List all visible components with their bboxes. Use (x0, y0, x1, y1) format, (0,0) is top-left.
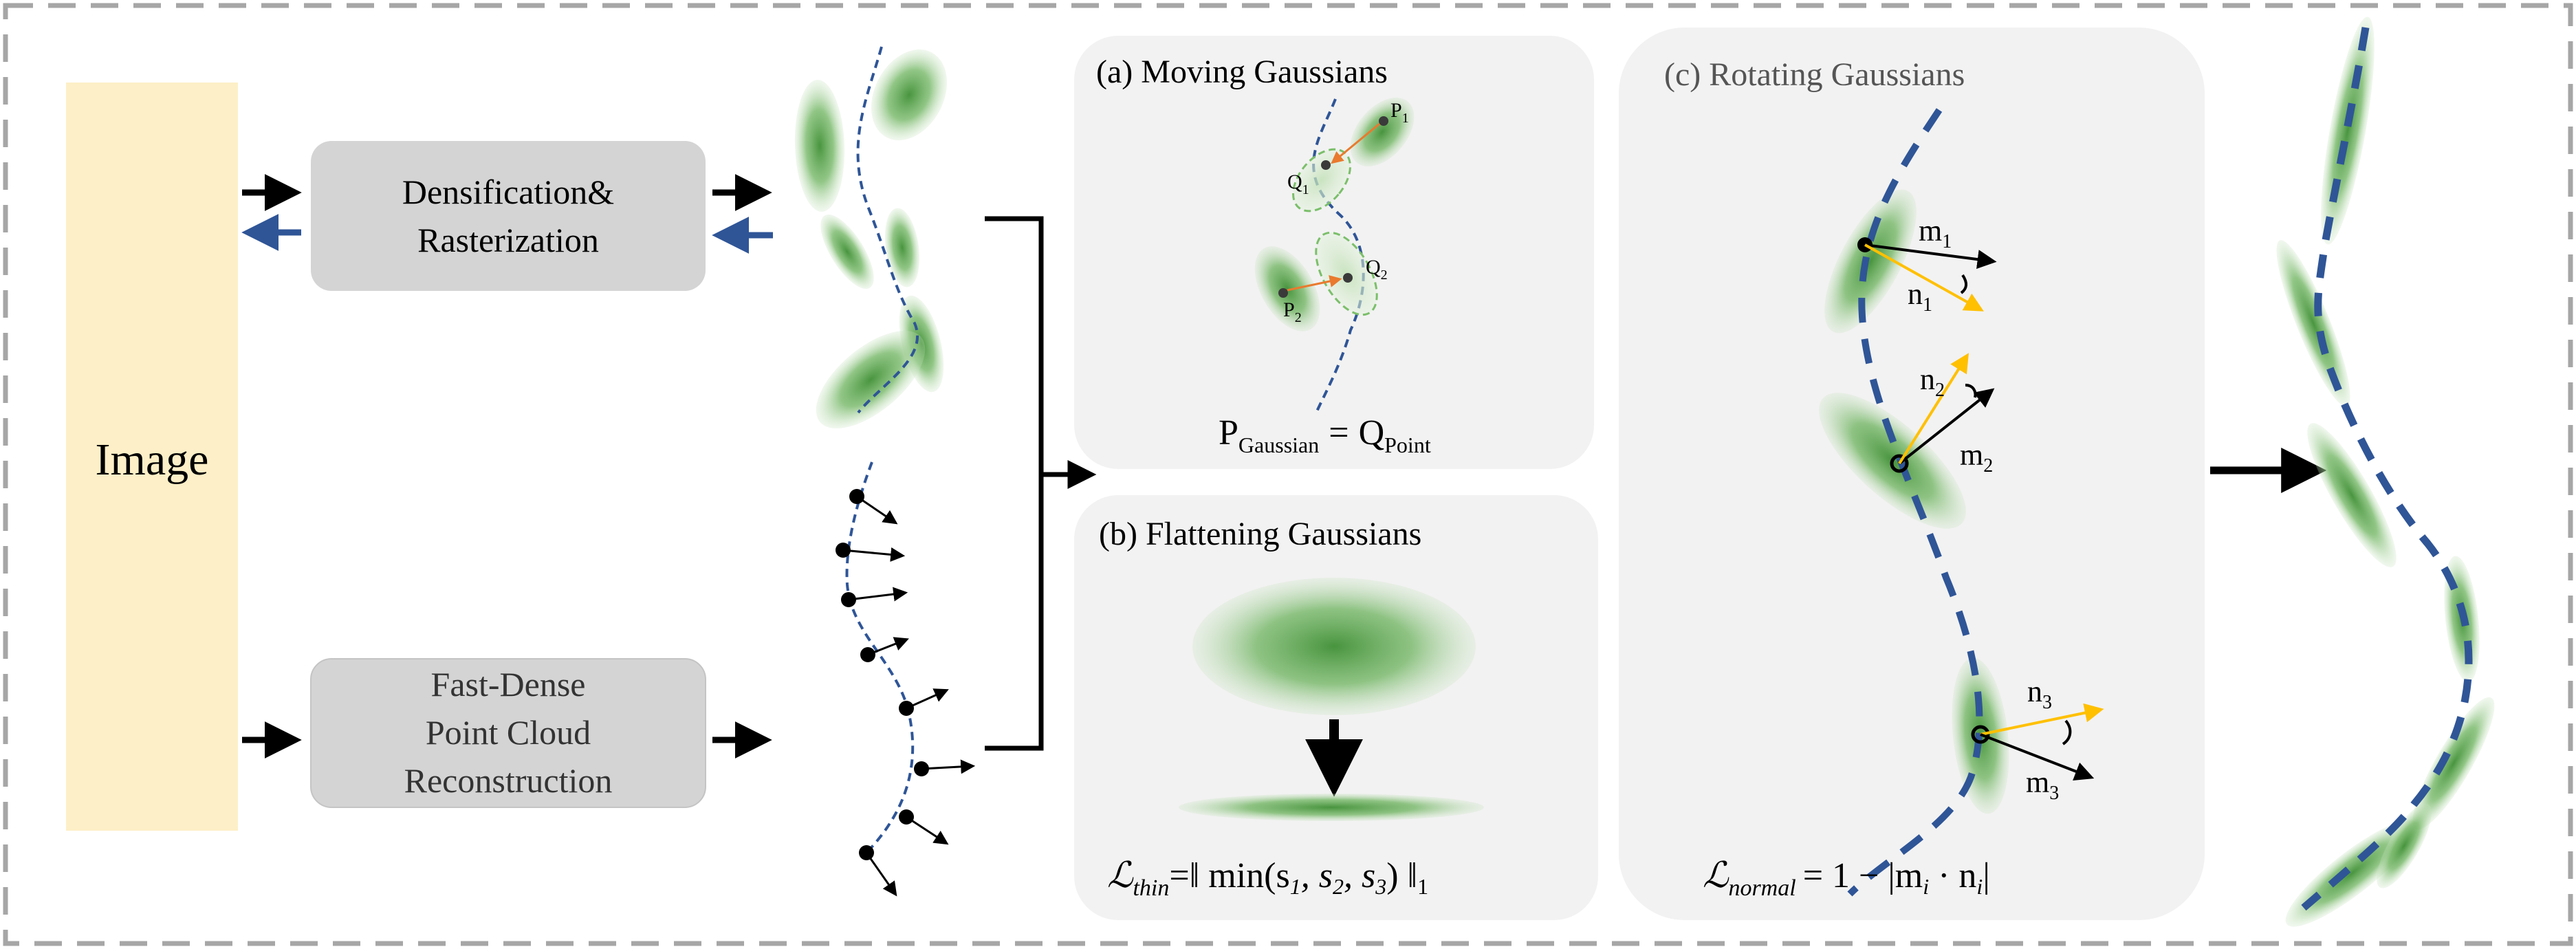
panel-a-title: (a) Moving Gaussians (1096, 54, 1388, 90)
densify-box (311, 141, 706, 291)
label-m1: m1 (1919, 214, 1952, 252)
panel-c-illustration (1819, 108, 2104, 897)
label-n2: n2 (1920, 362, 1945, 401)
densify-label-line1: Densification& (402, 173, 614, 211)
label-n3: n3 (2027, 675, 2052, 713)
panel-a-equation: PGaussian = QPoint (1219, 413, 1431, 457)
outer-frame (3, 3, 2573, 946)
panel-b-gaussian-before (1192, 578, 1476, 715)
pointcloud-label-line1: Fast-Dense (431, 665, 586, 703)
initial-curve (856, 46, 919, 414)
initial-gaussians (794, 46, 948, 429)
label-n1: n1 (1908, 277, 1932, 316)
panel-b-gaussian-after (1179, 794, 1484, 821)
panel-b-loss: ℒthin=‖ min(s1, s2, s3) ‖1 (1107, 856, 1428, 901)
pointcloud-label-line2: Point Cloud (426, 713, 591, 752)
result-gaussians (2276, 17, 2495, 927)
label-q1: Q1 (1287, 171, 1309, 197)
panel-b-title: (b) Flattening Gaussians (1099, 516, 1421, 552)
point-cloud-normals (836, 461, 976, 897)
label-m3: m3 (2026, 765, 2059, 804)
pointcloud-label-line3: Reconstruction (404, 761, 613, 800)
label-p1: P1 (1390, 99, 1409, 126)
label-m2: m2 (1960, 438, 1993, 477)
label-p2: P2 (1283, 298, 1302, 325)
panel-a-illustration (1254, 97, 1415, 413)
panel-c-loss: ℒnormal = 1 − |mi · ni| (1703, 856, 1990, 901)
panel-c-title: (c) Rotating Gaussians (1664, 56, 1965, 93)
image-label: Image (96, 435, 209, 485)
image-input-box (66, 83, 238, 831)
merge-bracket (985, 216, 1087, 751)
densify-label-line2: Rasterization (417, 221, 599, 259)
label-q2: Q2 (1366, 256, 1388, 283)
pointcloud-box (310, 658, 706, 808)
